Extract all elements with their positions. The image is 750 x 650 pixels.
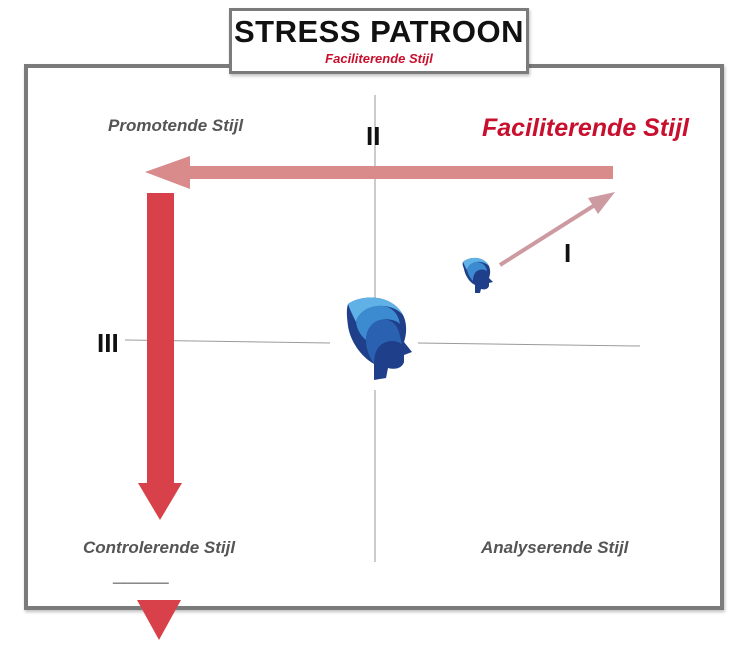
arrow-stage-three <box>138 193 182 520</box>
label-analyserende-stijl: Analyserende Stijl <box>481 538 629 557</box>
stage-one-label: I <box>564 238 572 268</box>
human-head-profile-icon <box>346 297 412 380</box>
arrow-stage-two <box>145 156 613 189</box>
small-head-profile-icon <box>462 257 493 293</box>
arrow-stage-one <box>498 192 615 267</box>
label-promotende-stijl: Promotende Stijl <box>108 116 244 135</box>
label-faciliterende-stijl: Faciliterende Stijl <box>482 114 690 142</box>
horizontal-axis-right <box>417 342 641 347</box>
stage-three-label: III <box>97 328 119 358</box>
label-controlerende-stijl: Controlerende Stijl <box>83 538 236 557</box>
diagram-title: STRESS PATROON <box>233 14 525 49</box>
arrow-continuation <box>137 600 181 640</box>
stage-two-label: II <box>366 121 381 151</box>
diagram-subtitle: Faciliterende Stijl <box>325 51 433 66</box>
title-box: STRESS PATROON Faciliterende Stijl <box>229 8 529 74</box>
continuation-dashes: _____ <box>113 564 169 586</box>
